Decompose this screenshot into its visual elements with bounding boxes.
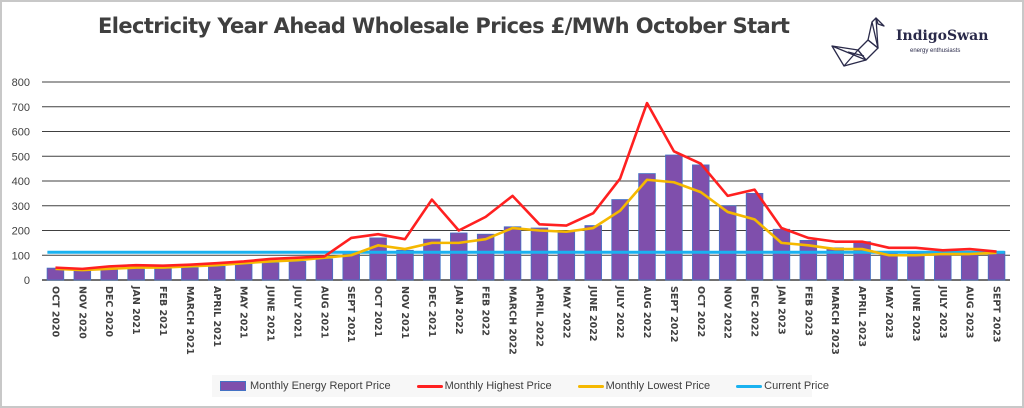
x-tick-label: SEPT 2022: [668, 286, 679, 343]
x-axis-labels: OCT 2020 NOV 2020 DEC 2020 JAN 2021 FEB 2021…: [49, 285, 1001, 355]
bar: [960, 252, 979, 281]
bar: [611, 199, 629, 281]
bar-series: [46, 154, 1006, 281]
x-tick-label: OCT 2021: [372, 286, 383, 337]
bar: [718, 205, 737, 281]
legend-label: Current Price: [764, 380, 829, 392]
legend-label: Monthly Energy Report Price: [250, 380, 391, 392]
x-tick-label: FEB 2023: [802, 286, 813, 336]
x-tick-label: MARCH 2021: [184, 286, 195, 355]
legend-label: Monthly Lowest Price: [605, 380, 711, 392]
bar: [127, 267, 145, 281]
bar: [665, 154, 683, 281]
y-tick-label: 300: [12, 201, 30, 213]
y-tick-label: 500: [12, 151, 30, 163]
bar: [934, 251, 952, 281]
lowest-price-line: [55, 178, 997, 272]
x-tick-label: JUNE 2023: [910, 285, 921, 341]
bar: [208, 265, 226, 281]
x-tick-label: MAY 2022: [560, 286, 571, 339]
bar: [692, 164, 710, 281]
legend-swatch-blue-line: [736, 384, 763, 388]
bar: [530, 227, 549, 281]
logo: IndigoSwan energy enthusiasts: [828, 12, 998, 68]
bar: [288, 261, 307, 281]
x-tick-label: AUG 2022: [641, 286, 652, 338]
x-tick-label: MAY 2021: [238, 286, 249, 339]
logo-tagline: energy enthusiasts: [910, 48, 961, 54]
legend-item-highest: Monthly Highest Price: [416, 380, 552, 392]
x-tick-label: JAN 2023: [775, 285, 786, 335]
x-tick-label: MAY 2023: [883, 286, 894, 339]
x-tick-label: DEC 2020: [103, 286, 114, 337]
bar: [315, 258, 334, 281]
y-tick-label: 700: [12, 102, 30, 114]
bar: [799, 239, 818, 281]
x-tick-label: JULY 2023: [937, 285, 948, 338]
x-tick-label: DEC 2021: [426, 286, 437, 337]
bar: [396, 249, 414, 281]
y-tick-label: 800: [12, 77, 30, 89]
x-tick-label: OCT 2022: [695, 286, 706, 337]
x-tick-label: FEB 2022: [480, 286, 491, 336]
x-tick-label: JULY 2021: [291, 285, 302, 338]
line-series: [47, 101, 1005, 272]
bar: [450, 232, 468, 281]
x-tick-label: FEB 2021: [157, 286, 168, 336]
bar: [423, 238, 441, 281]
x-tick-label: JUNE 2021: [265, 285, 276, 341]
x-tick-label: NOV 2020: [76, 286, 87, 339]
bar: [557, 231, 576, 281]
y-tick-label: 100: [12, 250, 30, 262]
legend-item-current: Current Price: [736, 380, 829, 392]
y-tick-label: 200: [12, 226, 30, 238]
x-tick-label: AUG 2023: [964, 286, 975, 338]
y-axis-labels: 0 100 200 300 400 500 600 700 800: [12, 77, 30, 287]
x-tick-label: APRIL 2022: [533, 286, 544, 347]
chart-plot: 0 100 200 300 400 500 600 700 800 OCT 2020 NOV 20…: [12, 77, 1010, 355]
x-tick-label: SEPT 2023: [991, 286, 1002, 343]
x-tick-label: MARCH 2023: [829, 286, 840, 355]
x-tick-label: JAN 2021: [130, 285, 141, 335]
legend-swatch-red-line: [416, 384, 443, 388]
x-tick-label: JUNE 2022: [587, 285, 598, 341]
legend-item-energy-report: Monthly Energy Report Price: [220, 380, 391, 392]
bar: [154, 267, 172, 281]
x-tick-label: OCT 2020: [49, 286, 60, 338]
logo-name: IndigoSwan: [896, 28, 989, 44]
y-tick-label: 400: [12, 176, 30, 188]
bar: [853, 241, 871, 281]
y-tick-label: 600: [12, 127, 30, 139]
bar: [342, 253, 360, 281]
bar: [476, 233, 495, 281]
bar: [234, 263, 253, 281]
legend-label: Monthly Highest Price: [444, 380, 552, 392]
x-tick-label: NOV 2021: [399, 286, 410, 339]
x-tick-label: MARCH 2022: [507, 286, 518, 355]
legend-swatch-yellow-line: [577, 384, 604, 388]
x-tick-label: JULY 2022: [614, 285, 625, 338]
y-tick-label: 0: [24, 275, 30, 287]
x-tick-label: AUG 2021: [318, 286, 329, 338]
bar: [745, 192, 764, 281]
bar: [181, 267, 199, 281]
x-tick-label: NOV 2022: [722, 286, 733, 339]
origami-swan-icon: [831, 17, 885, 67]
x-tick-label: APRIL 2023: [856, 286, 867, 347]
chart-title: Electricity Year Ahead Wholesale Prices …: [98, 14, 790, 38]
x-tick-label: JAN 2022: [453, 285, 464, 335]
bar: [638, 173, 656, 281]
bar: [987, 251, 1006, 281]
x-tick-label: APRIL 2021: [211, 286, 222, 347]
bar: [261, 262, 280, 281]
bar: [369, 237, 387, 281]
legend-swatch-bar: [220, 381, 246, 391]
legend-item-lowest: Monthly Lowest Price: [577, 380, 711, 392]
x-tick-label: DEC 2022: [749, 286, 760, 337]
x-tick-label: SEPT 2021: [345, 286, 356, 343]
legend: Monthly Energy Report Price Monthly High…: [212, 375, 829, 397]
gridlines: [42, 81, 1010, 281]
highest-price-line: [55, 101, 997, 271]
